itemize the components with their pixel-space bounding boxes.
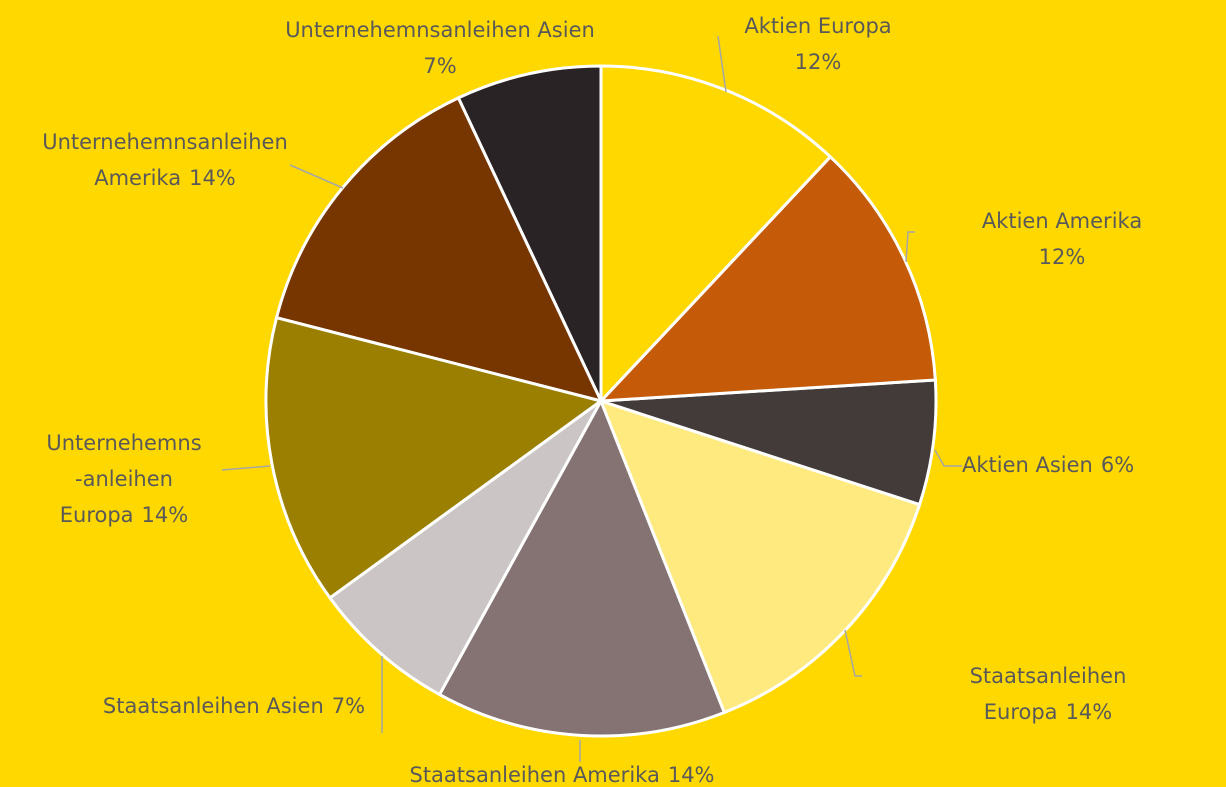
- category-name: Staatsanleihen Europa: [969, 664, 1127, 724]
- pie-slice: [597, 154, 937, 403]
- slice-label: Aktien Asien 6%: [962, 447, 1134, 483]
- slice-label: Staatsanleihen Europa 14%: [959, 658, 1137, 730]
- slice-label: Aktien Amerika 12%: [982, 203, 1142, 275]
- value-label: 12%: [1038, 245, 1086, 269]
- value-label: 14%: [141, 503, 189, 527]
- slice-label: Unternehemnsanleihen Amerika 14%: [42, 124, 288, 196]
- value-label: 14%: [189, 166, 236, 190]
- category-name: Unternehemnsanleihen Amerika: [42, 130, 288, 190]
- category-name: Unternehemns -anleihen Europa: [46, 431, 202, 527]
- pie-slice: [327, 399, 603, 697]
- slice-label: Unternehemnsanleihen Asien 7%: [285, 12, 595, 84]
- pie-slice: [264, 315, 605, 601]
- slice-label: Staatsanleihen Asien 7%: [103, 688, 365, 724]
- category-name: Aktien Europa: [744, 14, 892, 38]
- pie-slice: [456, 64, 603, 402]
- value-label: 6%: [1100, 453, 1135, 477]
- value-label: 14%: [667, 763, 715, 787]
- value-label: 12%: [794, 50, 842, 74]
- category-name: Staatsanleihen Amerika: [409, 763, 660, 787]
- category-name: Staatsanleihen Asien: [102, 694, 324, 718]
- value-label: 14%: [1065, 700, 1113, 724]
- leader-lines: [221, 35, 962, 762]
- pie-slice: [599, 64, 833, 405]
- slice-label: Unternehemns -anleihen Europa 14%: [46, 425, 201, 533]
- category-name: Unternehemnsanleihen Asien: [285, 18, 595, 42]
- pie-slice: [437, 397, 727, 738]
- pie-slice: [600, 378, 938, 507]
- category-name: Aktien Amerika: [981, 209, 1143, 233]
- slice-label: Aktien Europa 12%: [744, 8, 891, 80]
- value-label: 7%: [331, 694, 366, 718]
- slice-label: Staatsanleihen Amerika 14%: [409, 757, 714, 787]
- value-label: 7%: [423, 54, 457, 78]
- category-name: Aktien Asien: [962, 453, 1093, 477]
